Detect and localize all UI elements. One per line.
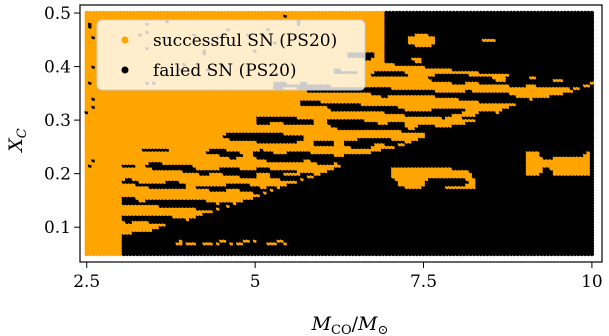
successful-sn-point <box>87 10 93 16</box>
successful-sn-point <box>101 10 106 16</box>
successful-sn-point <box>98 10 103 16</box>
successful-sn-point <box>91 10 96 16</box>
successful-sn-point <box>94 10 100 16</box>
successful-sn-point <box>104 10 110 16</box>
successful-sn-point <box>84 10 89 16</box>
